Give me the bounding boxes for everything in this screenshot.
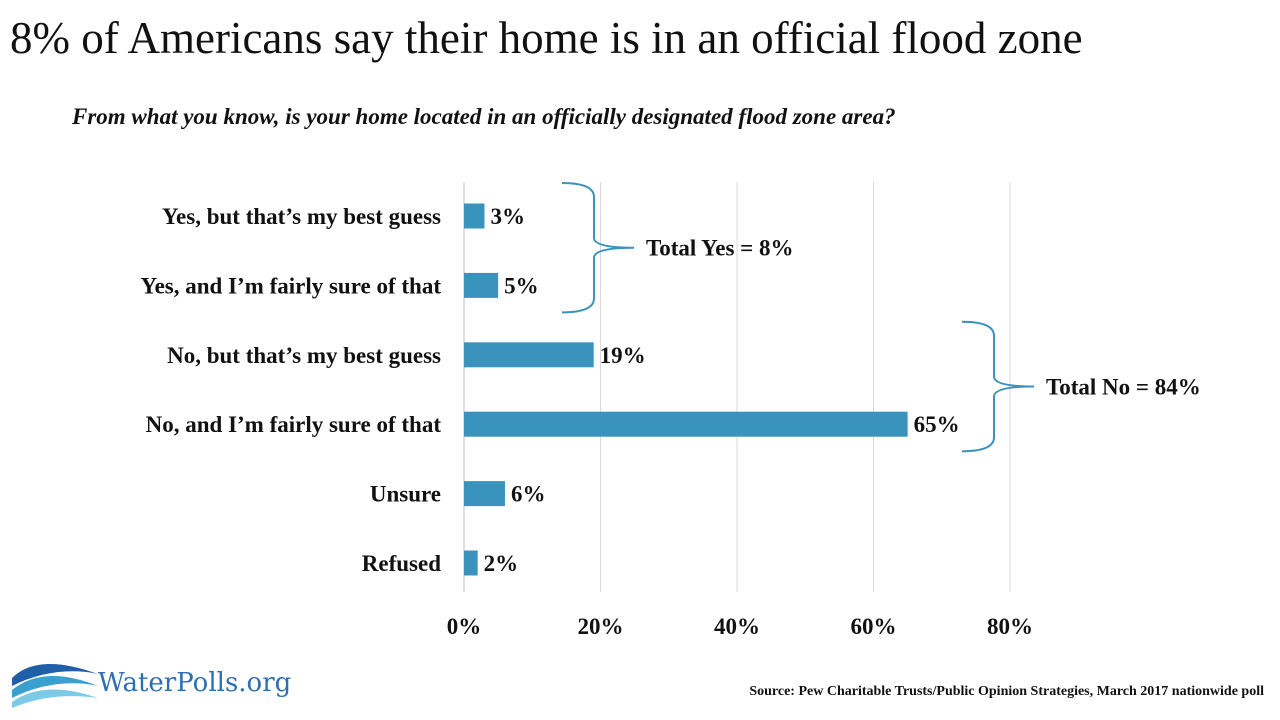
x-tick-label: 60% <box>851 614 897 639</box>
category-label: No, but that’s my best guess <box>167 343 441 368</box>
chart-subtitle: From what you know, is your home located… <box>72 104 896 129</box>
total-annotation: Total Yes = 8% <box>646 236 794 261</box>
value-label: 3% <box>490 204 524 229</box>
value-label: 2% <box>484 551 519 576</box>
value-label: 19% <box>600 343 646 368</box>
value-label: 5% <box>504 273 539 298</box>
bar <box>464 481 505 507</box>
logo-text: WaterPolls.org <box>98 668 292 698</box>
category-label: Yes, but that’s my best guess <box>162 204 441 229</box>
category-label: Unsure <box>370 482 441 507</box>
category-label: Yes, and I’m fairly sure of that <box>141 273 442 298</box>
value-label: 6% <box>511 482 546 507</box>
bar <box>464 342 594 368</box>
bracket <box>961 320 1035 453</box>
bar <box>464 550 478 576</box>
bar <box>464 411 908 437</box>
wave-icon <box>12 663 98 708</box>
bar <box>464 272 499 298</box>
x-tick-label: 80% <box>987 614 1033 639</box>
x-tick-label: 40% <box>714 614 760 639</box>
source-note: Source: Pew Charitable Trusts/Public Opi… <box>749 684 1264 699</box>
page-title: 8% of Americans say their home is in an … <box>10 13 1083 63</box>
bar <box>464 203 485 229</box>
value-label: 65% <box>914 412 960 437</box>
category-label: Refused <box>362 551 441 576</box>
category-label: No, and I’m fairly sure of that <box>146 412 442 437</box>
x-tick-label: 20% <box>578 614 624 639</box>
x-tick-label: 0% <box>447 614 482 639</box>
total-annotation: Total No = 84% <box>1046 375 1201 400</box>
bracket <box>561 182 635 314</box>
